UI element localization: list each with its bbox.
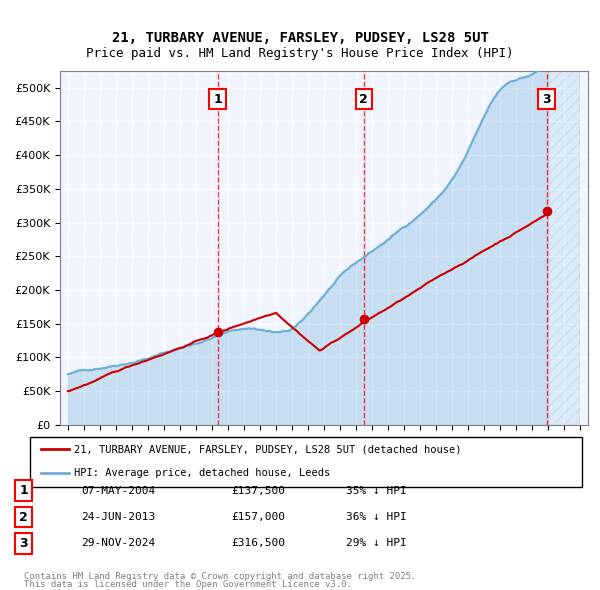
Text: 3: 3 <box>542 93 551 106</box>
Text: £137,500: £137,500 <box>231 486 285 496</box>
Text: 29% ↓ HPI: 29% ↓ HPI <box>346 538 407 548</box>
FancyBboxPatch shape <box>30 437 582 487</box>
Text: £316,500: £316,500 <box>231 538 285 548</box>
Text: HPI: Average price, detached house, Leeds: HPI: Average price, detached house, Leed… <box>74 468 331 478</box>
Text: £157,000: £157,000 <box>231 512 285 522</box>
Text: Contains HM Land Registry data © Crown copyright and database right 2025.: Contains HM Land Registry data © Crown c… <box>24 572 416 581</box>
Text: 35% ↓ HPI: 35% ↓ HPI <box>346 486 407 496</box>
Text: 21, TURBARY AVENUE, FARSLEY, PUDSEY, LS28 5UT (detached house): 21, TURBARY AVENUE, FARSLEY, PUDSEY, LS2… <box>74 444 461 454</box>
Text: 1: 1 <box>19 484 28 497</box>
Text: 07-MAY-2004: 07-MAY-2004 <box>81 486 155 496</box>
Text: 3: 3 <box>19 537 28 550</box>
Text: 21, TURBARY AVENUE, FARSLEY, PUDSEY, LS28 5UT: 21, TURBARY AVENUE, FARSLEY, PUDSEY, LS2… <box>112 31 488 45</box>
Text: Price paid vs. HM Land Registry's House Price Index (HPI): Price paid vs. HM Land Registry's House … <box>86 47 514 60</box>
Text: 2: 2 <box>359 93 368 106</box>
Text: This data is licensed under the Open Government Licence v3.0.: This data is licensed under the Open Gov… <box>24 580 352 589</box>
Text: 36% ↓ HPI: 36% ↓ HPI <box>346 512 407 522</box>
Text: 2: 2 <box>19 510 28 523</box>
Text: 1: 1 <box>213 93 222 106</box>
Text: 29-NOV-2024: 29-NOV-2024 <box>81 538 155 548</box>
Text: 24-JUN-2013: 24-JUN-2013 <box>81 512 155 522</box>
